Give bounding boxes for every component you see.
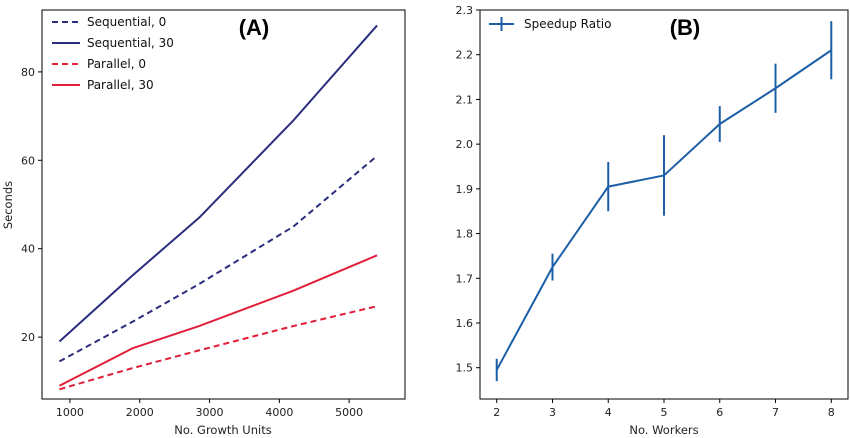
panel-label-b: (B): [670, 15, 701, 40]
legend-label: Sequential, 30: [87, 36, 174, 50]
series-line-2: [59, 305, 378, 391]
x-tick-label: 4000: [265, 406, 293, 419]
y-tick-label: 1.5: [456, 362, 474, 375]
y-tick-label: 60: [21, 154, 35, 167]
x-tick-label: 5: [661, 406, 668, 419]
y-tick-label: 1.6: [456, 317, 474, 330]
x-axis-title-a: No. Growth Units: [174, 423, 271, 437]
series-line-3: [58, 254, 378, 387]
x-tick-label: 3: [549, 406, 556, 419]
y-tick-label: 20: [21, 331, 35, 344]
legend-label: Speedup Ratio: [524, 17, 611, 31]
series-line-1: [58, 24, 378, 343]
y-tick-label: 1.9: [456, 183, 474, 196]
y-tick-label: 2.2: [456, 49, 474, 62]
x-tick-label: 6: [716, 406, 723, 419]
y-tick-label: 2.1: [456, 93, 474, 106]
plot-frame-a: [41, 9, 406, 400]
y-axis-title-a: Seconds: [1, 181, 15, 229]
panel-label-a: (A): [239, 15, 270, 40]
legend-a: Sequential, 0 Sequential, 30 Parallel, 0 Pa…: [52, 15, 174, 92]
y-tick-label: 2.0: [456, 138, 474, 151]
x-tick-label: 5000: [335, 406, 363, 419]
x-tick-label: 3000: [196, 406, 224, 419]
y-tick-label: 1.7: [456, 272, 474, 285]
x-axis-title-b: No. Workers: [629, 423, 698, 437]
y-tick-label: 2.3: [456, 4, 474, 17]
legend-label: Sequential, 0: [87, 15, 166, 29]
legend-label: Parallel, 0: [87, 57, 146, 71]
legend-label: Parallel, 30: [87, 78, 154, 92]
legend-b: Speedup Ratio: [489, 17, 611, 31]
x-tick-label: 8: [828, 406, 835, 419]
y-tick-label: 80: [21, 66, 35, 79]
panel-a: 1000 2000 3000 4000 5000 20 40 60 80 (A) No. Gr…: [1, 9, 406, 437]
x-tick-label: 2: [493, 406, 500, 419]
series-line-0: [58, 155, 378, 363]
x-tick-label: 7: [772, 406, 779, 419]
y-tick-label: 1.8: [456, 228, 474, 241]
x-tick-label: 4: [605, 406, 612, 419]
x-tick-label: 1000: [56, 406, 84, 419]
y-tick-label: 40: [21, 243, 35, 256]
x-tick-label: 2000: [126, 406, 154, 419]
